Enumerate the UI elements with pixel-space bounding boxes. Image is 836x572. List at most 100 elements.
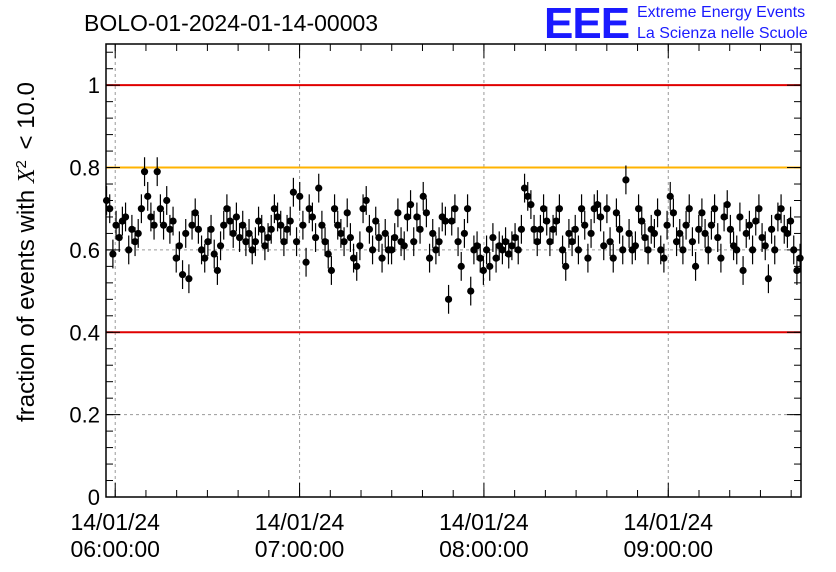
data-point xyxy=(761,242,769,250)
data-point xyxy=(609,254,617,262)
data-point xyxy=(251,238,259,246)
data-point xyxy=(359,205,367,213)
data-point xyxy=(489,233,497,242)
y-tick-label: 0.8 xyxy=(69,156,100,181)
data-point xyxy=(346,233,354,242)
data-point xyxy=(473,242,481,250)
data-point xyxy=(685,205,693,213)
data-point xyxy=(147,213,155,221)
data-point xyxy=(216,242,225,250)
data-point xyxy=(210,250,218,258)
data-point xyxy=(736,213,744,221)
data-point xyxy=(710,205,719,213)
data-point xyxy=(226,217,234,225)
brand-line-2: La Scienza nelle Scuole xyxy=(637,25,808,42)
y-axis-label: fraction of events with X2 < 10.0 xyxy=(13,82,41,422)
data-point xyxy=(280,238,288,246)
data-point xyxy=(527,201,535,209)
x-tick-date: 14/01/24 xyxy=(439,509,529,535)
data-point xyxy=(524,192,532,200)
data-point xyxy=(264,233,272,242)
data-point xyxy=(169,217,177,225)
data-point xyxy=(584,254,592,262)
data-point xyxy=(793,266,801,275)
data-point xyxy=(140,168,149,176)
data-point xyxy=(476,254,484,262)
data-point xyxy=(144,192,152,200)
data-point xyxy=(448,217,456,225)
data-point xyxy=(767,225,776,233)
data-point xyxy=(739,266,747,275)
data-point xyxy=(406,201,415,209)
data-point xyxy=(539,205,548,213)
data-point xyxy=(619,246,627,254)
y-tick-label: 0.2 xyxy=(69,403,100,428)
data-point xyxy=(688,238,697,246)
data-point xyxy=(574,246,583,254)
x-tick-date: 14/01/24 xyxy=(624,509,714,535)
data-point xyxy=(220,221,228,229)
data-point xyxy=(679,246,687,254)
data-point xyxy=(188,221,196,229)
data-point xyxy=(131,238,139,246)
data-point xyxy=(330,205,339,213)
data-point xyxy=(182,229,190,238)
data-point xyxy=(467,287,475,295)
data-point xyxy=(302,258,310,266)
data-point xyxy=(634,205,643,213)
plot-frame xyxy=(105,43,802,498)
data-point xyxy=(204,238,212,246)
data-point xyxy=(112,221,120,229)
data-point xyxy=(593,201,602,209)
data-point xyxy=(492,254,500,262)
data-point xyxy=(201,254,209,262)
data-point xyxy=(720,213,728,221)
data-point xyxy=(305,205,313,213)
data-point xyxy=(520,184,529,192)
data-point xyxy=(479,266,488,275)
data-point xyxy=(292,238,301,246)
data-point xyxy=(669,209,678,217)
data-point xyxy=(353,262,361,270)
data-point xyxy=(774,213,782,221)
data-points xyxy=(102,157,804,314)
data-point xyxy=(267,225,275,233)
data-point xyxy=(663,221,671,229)
data-point xyxy=(562,262,570,270)
data-point xyxy=(349,254,358,262)
x-tick-date: 14/01/24 xyxy=(255,509,345,535)
data-point xyxy=(565,229,573,238)
reference-lines xyxy=(106,84,801,334)
eee-logo: EEE xyxy=(544,0,630,48)
data-point xyxy=(695,225,703,233)
data-point xyxy=(365,225,373,233)
data-point xyxy=(340,238,348,246)
data-point xyxy=(498,246,507,254)
data-point xyxy=(318,221,326,229)
data-point xyxy=(156,205,164,213)
data-point xyxy=(457,262,465,270)
data-point xyxy=(555,205,564,213)
data-point xyxy=(416,225,424,233)
brand-line-1: Extreme Energy Events xyxy=(637,4,806,21)
data-point xyxy=(372,217,380,225)
data-point xyxy=(508,242,516,250)
data-point xyxy=(752,217,760,225)
data-point xyxy=(444,295,453,303)
y-tick-label: 0.4 xyxy=(69,320,100,345)
data-point xyxy=(403,213,411,221)
data-point xyxy=(536,225,545,233)
data-point xyxy=(714,233,722,242)
data-point xyxy=(552,217,560,225)
data-point xyxy=(311,233,320,242)
data-point xyxy=(232,213,240,221)
data-point xyxy=(163,196,171,205)
data-point xyxy=(239,221,247,229)
data-point xyxy=(315,184,323,192)
data-point xyxy=(612,209,621,217)
data-point xyxy=(422,209,430,217)
data-point xyxy=(596,213,605,221)
data-point xyxy=(514,246,522,254)
data-point xyxy=(707,221,716,229)
data-point xyxy=(172,254,180,262)
